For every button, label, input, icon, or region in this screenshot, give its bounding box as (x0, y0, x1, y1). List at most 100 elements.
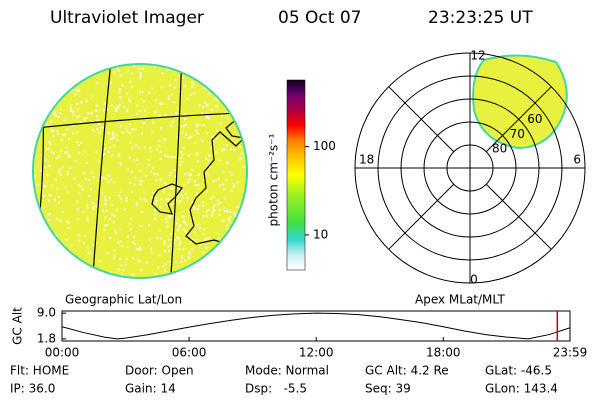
speckle (87, 179, 90, 182)
speckle (213, 254, 216, 257)
speckle (230, 148, 233, 151)
speckle (174, 186, 177, 189)
speckle (113, 249, 116, 252)
speckle (217, 65, 220, 68)
speckle (157, 266, 160, 269)
speckle (109, 271, 112, 274)
speckle (210, 146, 213, 149)
speckle (171, 120, 174, 123)
speckle (143, 100, 146, 103)
speckle (57, 171, 60, 174)
speckle (77, 108, 80, 111)
speckle (214, 179, 217, 182)
speckle (176, 236, 179, 239)
speckle (182, 125, 185, 128)
speckle (153, 172, 156, 175)
speckle (195, 125, 198, 128)
speckle (236, 231, 239, 234)
speckle (166, 203, 169, 206)
speckle (197, 173, 200, 176)
speckle (70, 104, 73, 107)
speckle (222, 253, 225, 256)
speckle (224, 268, 227, 271)
speckle (178, 247, 181, 250)
speckle (119, 191, 122, 194)
speckle (148, 91, 151, 94)
speckle (34, 175, 37, 178)
speckle (101, 192, 104, 195)
speckle (180, 256, 183, 259)
speckle (178, 164, 181, 167)
speckle (55, 243, 58, 246)
speckle (78, 239, 81, 242)
speckle (54, 178, 57, 181)
speckle (61, 166, 64, 169)
speckle (230, 189, 233, 192)
speckle (105, 209, 108, 212)
speckle (90, 188, 93, 191)
speckle (198, 123, 201, 126)
speckle (144, 109, 147, 112)
speckle (170, 155, 173, 158)
speckle (104, 202, 107, 205)
speckle (139, 224, 142, 227)
speckle (193, 231, 196, 234)
speckle (145, 199, 148, 202)
speckle (57, 115, 60, 118)
speckle (126, 257, 129, 260)
speckle (166, 221, 169, 224)
speckle (218, 260, 221, 263)
speckle (180, 189, 183, 192)
speckle (175, 222, 178, 225)
polar-spoke (485, 86, 552, 153)
speckle (86, 219, 89, 222)
speckle (173, 168, 176, 171)
speckle (104, 147, 107, 150)
speckle (67, 253, 70, 256)
speckle (103, 228, 106, 231)
speckle (222, 187, 225, 190)
speckle (82, 210, 85, 213)
speckle (141, 211, 144, 214)
speckle (59, 219, 62, 222)
speckle (100, 176, 103, 179)
speckle (135, 201, 138, 204)
speckle (226, 144, 229, 147)
speckle (165, 198, 168, 201)
speckle (87, 112, 90, 115)
speckle (148, 238, 151, 241)
speckle (150, 251, 153, 254)
speckle (128, 132, 131, 135)
speckle (112, 136, 115, 139)
speckle (240, 152, 243, 155)
speckle (53, 199, 56, 202)
speckle (119, 227, 122, 230)
speckle (75, 116, 78, 119)
speckle (225, 76, 228, 79)
speckle (96, 127, 99, 130)
mlt-label: 18 (359, 153, 374, 167)
speckle (187, 65, 190, 68)
lat-label: 60 (527, 112, 542, 126)
speckle (98, 122, 101, 125)
speckle (38, 255, 41, 258)
speckle (51, 87, 54, 90)
speckle (115, 134, 118, 137)
speckle (76, 200, 79, 203)
speckle (35, 111, 38, 114)
speckle (65, 146, 68, 149)
speckle (242, 235, 245, 238)
speckle (149, 150, 152, 153)
speckle (228, 234, 231, 237)
speckle (237, 256, 240, 259)
speckle (136, 258, 139, 261)
speckle (221, 149, 224, 152)
speckle (225, 178, 228, 181)
speckle (115, 108, 118, 111)
speckle (70, 81, 73, 84)
speckle (242, 166, 245, 169)
status-field: GLat: -46.5 (485, 364, 552, 378)
speckle (126, 130, 129, 133)
speckle (206, 190, 209, 193)
speckle (49, 143, 52, 146)
